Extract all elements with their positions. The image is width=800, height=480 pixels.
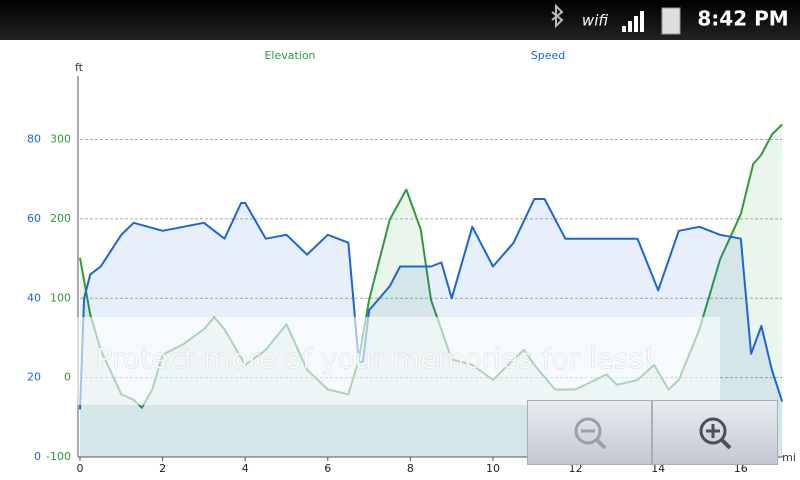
zoom-in-button[interactable] (652, 400, 778, 465)
x-tick-label: 8 (407, 462, 414, 475)
zoom-out-icon (574, 417, 607, 450)
y2-tick-label: 80 (27, 133, 41, 146)
legend-entry: Elevation (264, 49, 315, 62)
x-tick-label: 6 (324, 462, 331, 475)
y-tick-label: 300 (50, 133, 71, 146)
x-tick-label: 4 (242, 462, 249, 475)
wifi-icon: wifi (582, 12, 608, 30)
x-tick-label: 12 (569, 462, 583, 475)
x-tick-label: 16 (734, 462, 748, 475)
clock: 8:42 PM (697, 7, 788, 31)
signal-icon (622, 11, 644, 32)
y-tick-label: 100 (50, 291, 71, 304)
battery-icon (661, 7, 681, 35)
zoom-in-icon (699, 417, 732, 450)
x-tick-label: 2 (159, 462, 166, 475)
y2-tick-label: 0 (34, 450, 41, 463)
line (79, 198, 784, 410)
x-tick-label: 0 (77, 462, 84, 475)
x-tick-label: 14 (651, 462, 665, 475)
y-tick-label: -100 (46, 450, 71, 463)
y-axis-label: ft (75, 61, 84, 74)
x-tick-label: 10 (486, 462, 500, 475)
y-tick-label: 0 (64, 371, 71, 384)
y2-tick-label: 40 (27, 291, 41, 304)
chart: Elevation Speedftmi-100010020030002040608… (27, 49, 796, 475)
legend-entry: Speed (531, 49, 565, 62)
y2-tick-label: 60 (27, 212, 41, 225)
zoom-out-button[interactable] (527, 400, 652, 465)
watermark-text: Protect more of your memories for less! (96, 342, 655, 375)
y-tick-label: 200 (50, 212, 71, 225)
watermark-band (75, 317, 720, 405)
y2-tick-label: 20 (27, 371, 41, 384)
x-axis-label: mi (782, 451, 796, 464)
bluetooth-icon (551, 3, 564, 29)
